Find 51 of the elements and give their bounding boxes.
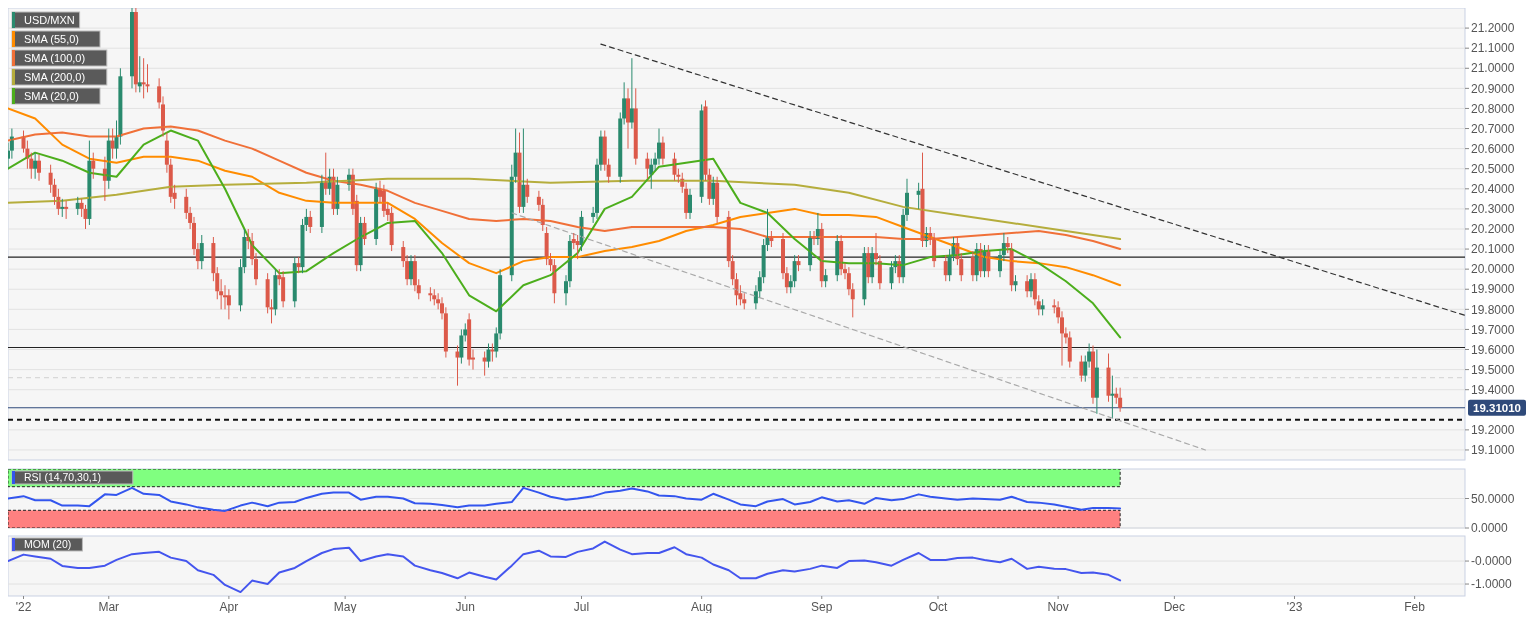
x-tick-label: Nov: [1047, 600, 1069, 614]
y-tick-label: 20.8000: [1471, 101, 1515, 116]
x-tick-label: Sep: [811, 600, 833, 614]
legend-label: USD/MXN: [24, 13, 75, 26]
x-tick-label: Jul: [573, 600, 590, 614]
legend-label: SMA (20,0): [24, 89, 80, 102]
y-tick-label: 20.4000: [1471, 182, 1515, 196]
y-tick-label: 20.7000: [1471, 121, 1515, 136]
line-series: [8, 486, 1122, 512]
y-tick-label: 20.0000: [1471, 262, 1515, 277]
x-tick-label: Feb: [1404, 600, 1426, 614]
y-tick-label: 19.1000: [1471, 443, 1515, 458]
ref-line-label: 19.31010: [1473, 401, 1521, 414]
y-tick-label: 21.2000: [1471, 21, 1515, 36]
x-tick-label: May: [333, 600, 357, 614]
y-tick-label: -0.0000: [1471, 554, 1513, 569]
y-tick-label: 19.9000: [1471, 282, 1515, 297]
y-tick-label: 20.1000: [1471, 242, 1515, 257]
line-series: [8, 177, 1122, 241]
line-series: [8, 129, 1122, 339]
legend-label: RSI (14,70,30,1): [24, 471, 102, 484]
x-tick-label: Oct: [928, 600, 948, 614]
legend-label: SMA (55,0): [24, 32, 80, 45]
y-tick-label: 19.6000: [1471, 342, 1515, 357]
legend-label: MOM (20): [24, 538, 72, 551]
x-tick-label: Dec: [1163, 600, 1186, 614]
x-tick-label: Aug: [690, 600, 713, 614]
line-series: [8, 107, 1122, 287]
x-tick-label: '22: [15, 600, 32, 614]
y-tick-label: 0.0000: [1471, 521, 1509, 536]
x-tick-label: '23: [1286, 600, 1303, 614]
x-tick-label: Mar: [98, 600, 120, 614]
y-tick-label: 21.1000: [1471, 41, 1515, 56]
y-tick-label: 20.5000: [1471, 161, 1515, 176]
line-series: [8, 540, 1122, 594]
x-tick-label: Apr: [219, 600, 239, 614]
y-tick-label: 21.0000: [1471, 61, 1515, 76]
y-tick-label: 19.4000: [1471, 382, 1515, 397]
y-tick-label: 20.6000: [1471, 141, 1515, 156]
y-tick-label: 19.8000: [1471, 302, 1515, 317]
y-tick-label: 19.5000: [1471, 362, 1515, 377]
y-tick-label: 19.2000: [1471, 423, 1515, 438]
y-tick-label: -1.0000: [1471, 577, 1513, 592]
y-tick-label: 20.2000: [1471, 222, 1515, 237]
y-tick-label: 20.9000: [1471, 81, 1515, 96]
x-tick-label: Jun: [455, 600, 475, 614]
y-tick-label: 20.3000: [1471, 202, 1515, 217]
legend-label: SMA (100,0): [24, 51, 86, 64]
y-tick-label: 19.7000: [1471, 322, 1515, 337]
y-tick-label: 50.0000: [1471, 491, 1515, 506]
legend-label: SMA (200,0): [24, 70, 86, 83]
